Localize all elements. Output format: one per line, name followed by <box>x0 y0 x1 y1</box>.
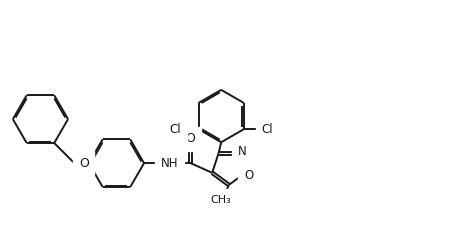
Text: O: O <box>185 132 195 145</box>
Text: Cl: Cl <box>169 123 181 136</box>
Text: N: N <box>237 145 246 158</box>
Text: Cl: Cl <box>261 123 272 136</box>
Text: O: O <box>244 169 253 182</box>
Text: NH: NH <box>161 157 178 170</box>
Text: O: O <box>79 157 89 170</box>
Text: CH₃: CH₃ <box>210 195 231 205</box>
